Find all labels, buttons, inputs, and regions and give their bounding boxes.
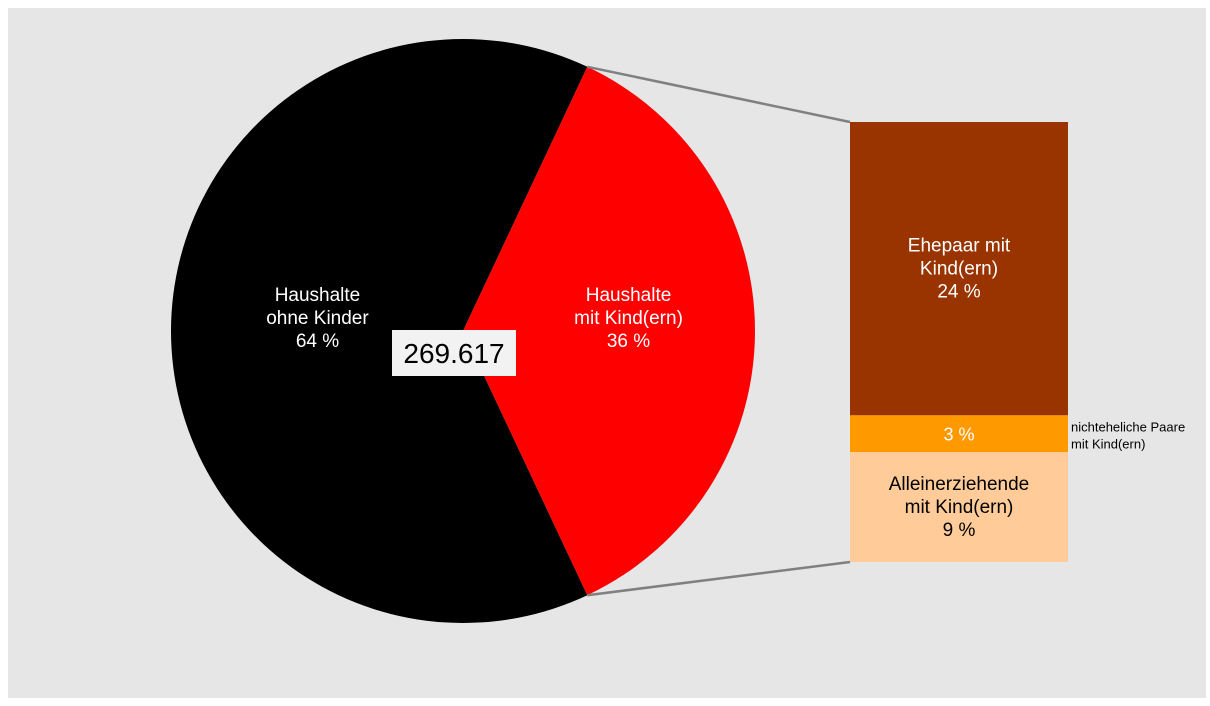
pie-slice-value-label: 64 % [296,331,339,352]
pie-slice-label: Haushalte [586,285,672,306]
pie-slice-haushalte-ohne-kinder [170,38,588,624]
total-box: 269.617 [392,330,516,376]
bar-segment-label: Ehepaar mit [908,236,1011,257]
bar-segment-value-label: 3 % [943,425,974,445]
connector-line-bottom [587,560,851,597]
bar-segment-alleinerziehende-mit-kind-ern [850,452,1068,562]
bar-segment-value-label: 9 % [943,520,976,541]
pie-chart [170,38,755,624]
pie-slice-label: Haushalte [275,285,361,306]
bar-segment-nichteheliche-paare-mit-kind-ern [850,415,1068,452]
connector-line-top [587,65,851,124]
chart-area: Ehepaar mit Kind(ern) 24 % 3 % nichteheliche… [8,8,1206,698]
bar-segment-label: Kind(ern) [920,259,998,280]
bar-segment-label: Alleinerziehende [889,474,1030,495]
bar-segment-ehepaar-mit-kind-ern [850,122,1068,416]
bar-segment-outside-label: mit Kind(ern) [1071,437,1145,452]
total-box-background [392,330,516,376]
total-value: 269.617 [403,338,504,369]
pie-slice-value-label: 36 % [607,331,650,352]
pie-slice-haushalte-mit-kind-ern [463,66,755,596]
pie-slice-label: mit Kind(ern) [574,308,683,329]
bar-segment-outside-label: nichteheliche Paare [1071,420,1185,435]
bar-segment-label: mit Kind(ern) [905,497,1014,518]
connector-lines [587,65,851,597]
bar-segment-value-label: 24 % [937,282,980,303]
pie-slice-label: ohne Kinder [266,308,369,329]
